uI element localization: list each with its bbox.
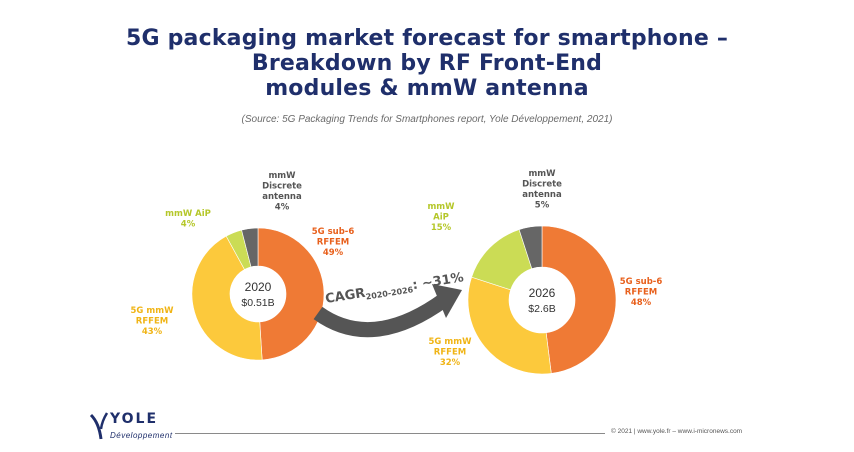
- title-line-1: 5G packaging market forecast for smartph…: [125, 26, 729, 51]
- donut-chart-2020: 2020 $0.51B 5G sub-6 RFFEM 49% 5G mmW RFFEM 43%…: [131, 171, 355, 361]
- donut-center-2026: [509, 267, 575, 333]
- yole-logo: YOLE Développement: [88, 409, 184, 445]
- yole-logo-icon: [89, 412, 109, 440]
- donut-center-2020: [230, 266, 286, 322]
- cagr-arrow-body: [313, 293, 449, 338]
- footer-copyright: © 2021 | www.yole.fr – www.i-micronews.c…: [611, 428, 743, 435]
- donut-chart-2026: 2026 $2.6B 5G sub-6 RFFEM 48% 5G mmW RFFEM 32% m…: [427, 169, 663, 375]
- slice-label-2026-3: mmW Discrete antenna 5%: [522, 169, 562, 211]
- center-value-2026: $2.6B: [528, 303, 555, 315]
- logo-subtitle: Développement: [110, 431, 173, 440]
- logo-wordmark: YOLE: [110, 411, 159, 427]
- slice-label-2020-0: 5G sub-6 RFFEM 49%: [312, 227, 355, 258]
- center-year-2026: 2026: [529, 286, 556, 300]
- footer-divider: [175, 433, 605, 434]
- slice-label-2026-0: 5G sub-6 RFFEM 48%: [620, 277, 663, 308]
- source-note: (Source: 5G Packaging Trends for Smartph…: [241, 114, 613, 125]
- slice-label-2020-2: mmW AiP 4%: [165, 209, 211, 230]
- title-line-3: modules & mmW antenna: [265, 76, 589, 101]
- slice-label-2026-1: 5G mmW RFFEM 32%: [429, 337, 473, 368]
- title-line-2: Breakdown by RF Front-End: [251, 51, 603, 76]
- page-title: 5G packaging market forecast for smartph…: [0, 26, 854, 101]
- center-value-2020: $0.51B: [241, 297, 274, 309]
- cagr-arrow: [313, 284, 462, 338]
- slice-label-2026-2: mmW AiP 15%: [427, 202, 455, 233]
- slice-label-2020-1: 5G mmW RFFEM 43%: [131, 306, 175, 337]
- center-year-2020: 2020: [245, 280, 272, 294]
- cagr-arrow-head: [432, 284, 462, 318]
- slice-label-2020-3: mmW Discrete antenna 4%: [262, 171, 302, 213]
